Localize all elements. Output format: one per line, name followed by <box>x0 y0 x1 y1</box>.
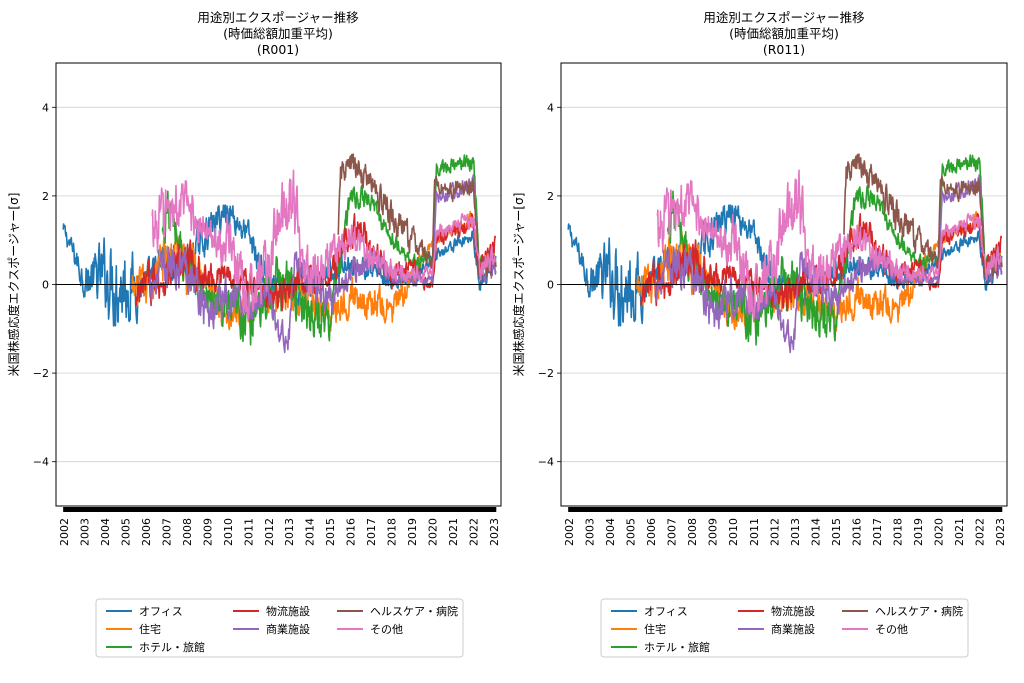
x-tick-label: 2022 <box>973 518 986 546</box>
x-tick-label: 2016 <box>850 518 863 546</box>
chart-title-line: 用途別エクスポージャー推移 <box>197 10 358 25</box>
x-tick-label: 2006 <box>645 518 658 546</box>
legend-label: 商業施設 <box>771 622 815 636</box>
axes-frame <box>55 62 502 507</box>
y-axis-label: 米国株感応度エクスポージャー[σ] <box>6 193 21 377</box>
y-tick-label: −2 <box>33 367 49 380</box>
x-tick-label: 2008 <box>686 518 699 546</box>
x-tick-label: 2008 <box>181 518 194 546</box>
legend-box <box>600 598 969 658</box>
x-tick-label: 2017 <box>871 518 884 546</box>
x-tick-label: 2016 <box>345 518 358 546</box>
x-tick-label: 2019 <box>912 518 925 546</box>
series-group <box>567 153 1003 354</box>
legend-label: ヘルスケア・病院 <box>370 604 458 618</box>
chart-title-line: (時価総額加重平均) <box>729 26 839 41</box>
series-line-ヘルスケア・病院 <box>337 153 497 283</box>
x-tick-label: 2009 <box>707 518 720 546</box>
y-tick-label: 0 <box>547 279 554 292</box>
x-tick-label: 2012 <box>263 518 276 546</box>
y-tick-label: 2 <box>547 190 554 203</box>
series-group <box>62 153 497 354</box>
legend-label: 住宅 <box>644 622 666 636</box>
x-tick-label: 2013 <box>789 518 802 546</box>
x-tick-label: 2011 <box>748 518 761 546</box>
legend-label: ホテル・旅館 <box>139 640 205 654</box>
x-tick-label: 2010 <box>222 518 235 546</box>
legend-label: オフィス <box>644 605 688 618</box>
chart-title-line: 用途別エクスポージャー推移 <box>703 10 864 25</box>
y-tick-label: −2 <box>538 367 554 380</box>
series-line-その他 <box>656 169 1003 320</box>
x-tick-label: 2009 <box>201 518 214 546</box>
legend-label: ホテル・旅館 <box>644 640 710 654</box>
y-axis-label: 米国株感応度エクスポージャー[σ] <box>511 193 526 377</box>
x-tick-label: 2021 <box>447 518 460 546</box>
chart-title-line: (R001) <box>257 42 299 57</box>
x-tick-label: 2003 <box>584 518 597 546</box>
chart-title-line: (R011) <box>763 42 805 57</box>
x-tick-label: 2022 <box>467 518 480 546</box>
x-tick-label: 2004 <box>99 518 112 546</box>
x-tick-label: 2010 <box>727 518 740 546</box>
legend-label: ヘルスケア・病院 <box>875 604 963 618</box>
x-tick-label: 2020 <box>426 518 439 546</box>
series-line-その他 <box>151 169 497 320</box>
x-tick-label: 2004 <box>604 518 617 546</box>
x-tick-label: 2015 <box>830 518 843 546</box>
x-tick-label: 2019 <box>406 518 419 546</box>
y-tick-label: 4 <box>547 101 554 114</box>
y-tick-label: −4 <box>538 456 554 469</box>
x-tick-label: 2021 <box>953 518 966 546</box>
chart-2: 用途別エクスポージャー推移(時価総額加重平均)(R011) −4 −2 0 2 4 米国株感… <box>511 10 1008 658</box>
chart-1: 用途別エクスポージャー推移(時価総額加重平均)(R001) −4 −2 0 2 4 米国株感… <box>6 10 502 658</box>
x-tick-label: 2014 <box>304 518 317 546</box>
legend-label: オフィス <box>139 605 183 618</box>
y-tick-label: 2 <box>42 190 49 203</box>
x-tick-label: 2005 <box>625 518 638 546</box>
x-tick-band <box>63 507 497 512</box>
legend-label: その他 <box>875 623 908 636</box>
x-tick-label: 2020 <box>932 518 945 546</box>
x-tick-label: 2018 <box>386 518 399 546</box>
series-line-ヘルスケア・病院 <box>843 153 1003 283</box>
x-tick-label: 2017 <box>365 518 378 546</box>
x-tick-label: 2005 <box>120 518 133 546</box>
x-tick-label: 2023 <box>488 518 501 546</box>
x-tick-label: 2013 <box>283 518 296 546</box>
x-tick-label: 2003 <box>79 518 92 546</box>
x-tick-label: 2002 <box>563 518 576 546</box>
x-tick-label: 2014 <box>809 518 822 546</box>
legend-label: 商業施設 <box>266 622 310 636</box>
x-tick-label: 2002 <box>58 518 71 546</box>
x-tick-label: 2015 <box>324 518 337 546</box>
x-tick-label: 2007 <box>160 518 173 546</box>
x-tick-label: 2007 <box>666 518 679 546</box>
y-tick-label: 4 <box>42 101 49 114</box>
x-tick-label: 2018 <box>891 518 904 546</box>
legend-label: 物流施設 <box>771 604 815 618</box>
x-tick-band <box>568 507 1003 512</box>
x-tick-label: 2012 <box>768 518 781 546</box>
legend-label: 物流施設 <box>266 604 310 618</box>
axes-frame <box>560 62 1008 507</box>
legend-label: その他 <box>370 623 403 636</box>
x-tick-label: 2023 <box>994 518 1007 546</box>
chart-title-line: (時価総額加重平均) <box>223 26 333 41</box>
legend-label: 住宅 <box>139 622 161 636</box>
y-tick-label: −4 <box>33 456 49 469</box>
x-tick-label: 2006 <box>140 518 153 546</box>
x-tick-label: 2011 <box>242 518 255 546</box>
series-line-商業施設 <box>654 174 1003 354</box>
y-tick-label: 0 <box>42 279 49 292</box>
series-line-商業施設 <box>149 174 497 354</box>
legend-box <box>95 598 464 658</box>
